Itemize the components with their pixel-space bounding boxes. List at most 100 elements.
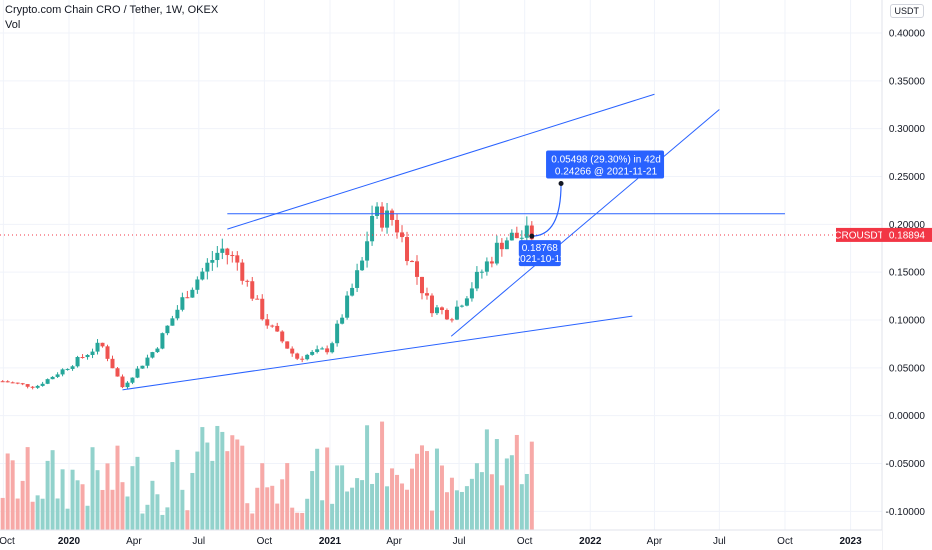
candle-body bbox=[395, 219, 400, 233]
candle bbox=[10, 381, 15, 384]
volume-bar bbox=[255, 487, 260, 530]
candle bbox=[80, 354, 85, 359]
candle-body bbox=[429, 295, 434, 314]
price-tick-label: 0.25000 bbox=[889, 172, 926, 183]
volume-bar bbox=[20, 480, 25, 530]
candle bbox=[230, 251, 235, 263]
volume-bar bbox=[340, 465, 345, 530]
volume-bar bbox=[504, 458, 509, 530]
volume-bar bbox=[524, 473, 529, 530]
candle bbox=[429, 293, 434, 317]
candle bbox=[40, 381, 45, 387]
candle-body bbox=[529, 225, 534, 240]
volume-bar bbox=[494, 439, 499, 530]
volume-bar bbox=[345, 491, 350, 530]
candle bbox=[350, 283, 355, 297]
volume-bar bbox=[419, 445, 424, 530]
candle-body bbox=[90, 351, 95, 355]
candle bbox=[320, 346, 325, 350]
candle bbox=[135, 366, 140, 379]
candle bbox=[444, 308, 449, 321]
candle bbox=[400, 225, 405, 243]
candle-body bbox=[464, 298, 469, 306]
price-tick-label: 0.00000 bbox=[889, 411, 926, 422]
candle-body bbox=[265, 319, 270, 326]
volume-bar bbox=[75, 480, 80, 530]
candle-body bbox=[479, 271, 484, 273]
volume-bar bbox=[519, 484, 524, 530]
candle-body bbox=[340, 317, 345, 324]
candle-body bbox=[200, 271, 205, 280]
candle bbox=[489, 256, 494, 268]
candle bbox=[345, 291, 350, 320]
projection-curve bbox=[531, 183, 562, 237]
candle-body bbox=[375, 206, 380, 216]
price-axis[interactable]: 0.40000 0.35000 0.30000 0.25000 0.20000 0.150… bbox=[834, 0, 932, 550]
candle bbox=[360, 257, 365, 271]
candle-body bbox=[260, 298, 265, 320]
candle bbox=[280, 330, 285, 344]
candle bbox=[484, 257, 489, 276]
volume-bar bbox=[90, 447, 95, 530]
volume-bar bbox=[160, 514, 165, 530]
candle-body bbox=[335, 323, 340, 344]
volume-bar bbox=[459, 491, 464, 530]
volume-bar bbox=[280, 479, 285, 530]
candle bbox=[115, 366, 120, 377]
candle bbox=[150, 351, 155, 359]
price-tick-label: 0.20000 bbox=[889, 220, 926, 231]
candle bbox=[514, 226, 519, 239]
projection-label-box bbox=[546, 150, 665, 179]
candle bbox=[85, 354, 90, 360]
candle bbox=[385, 202, 390, 234]
candle bbox=[165, 325, 170, 336]
volume-bar bbox=[305, 498, 310, 530]
candle bbox=[220, 238, 225, 260]
volume-bar bbox=[449, 477, 454, 530]
candle bbox=[5, 380, 10, 383]
time-tick-label: 2022 bbox=[579, 536, 602, 547]
volume-bar bbox=[390, 468, 395, 530]
candle bbox=[0, 380, 5, 383]
candle bbox=[235, 251, 240, 271]
time-axis[interactable]: Oct 2020 Apr Jul Oct 2021 Apr Jul Oct 2022 Apr Jul O… bbox=[0, 529, 882, 550]
candle-body bbox=[185, 297, 190, 299]
grid-lines bbox=[0, 0, 882, 530]
projection-change-text: 0.05498 (29.30%) in 42d bbox=[551, 155, 661, 166]
time-tick-label: Oct bbox=[777, 536, 793, 547]
volume-bar bbox=[310, 471, 315, 530]
candles bbox=[0, 202, 534, 390]
candle-body bbox=[105, 346, 110, 359]
candle-body bbox=[140, 365, 145, 369]
candle bbox=[499, 238, 504, 257]
volume-bar bbox=[429, 510, 434, 530]
symbol-tag-text: CROUSDT bbox=[834, 230, 883, 241]
candle-body bbox=[320, 348, 325, 350]
volume-bar bbox=[105, 463, 110, 530]
candle-body bbox=[295, 353, 300, 359]
projection-end-dot bbox=[558, 181, 564, 187]
candle-body bbox=[410, 261, 415, 263]
candle-body bbox=[484, 261, 489, 272]
candle bbox=[145, 354, 150, 369]
volume-bar bbox=[145, 504, 150, 530]
volume-bar bbox=[210, 460, 215, 530]
candle bbox=[170, 315, 175, 326]
start-label-box bbox=[518, 240, 561, 267]
candle-body bbox=[360, 260, 365, 271]
candle bbox=[215, 246, 220, 268]
candle bbox=[35, 384, 40, 389]
price-unit-button[interactable]: USDT bbox=[889, 4, 924, 18]
volume-bar bbox=[85, 505, 90, 530]
candle bbox=[330, 341, 335, 354]
price-tag-text: 0.18894 bbox=[889, 230, 926, 241]
volume-bar bbox=[285, 463, 290, 530]
candle bbox=[95, 339, 100, 355]
trendlines[interactable] bbox=[122, 93, 785, 391]
candle-body bbox=[220, 248, 225, 253]
candle-body bbox=[380, 206, 385, 228]
candle bbox=[270, 324, 275, 328]
candle bbox=[504, 237, 509, 250]
